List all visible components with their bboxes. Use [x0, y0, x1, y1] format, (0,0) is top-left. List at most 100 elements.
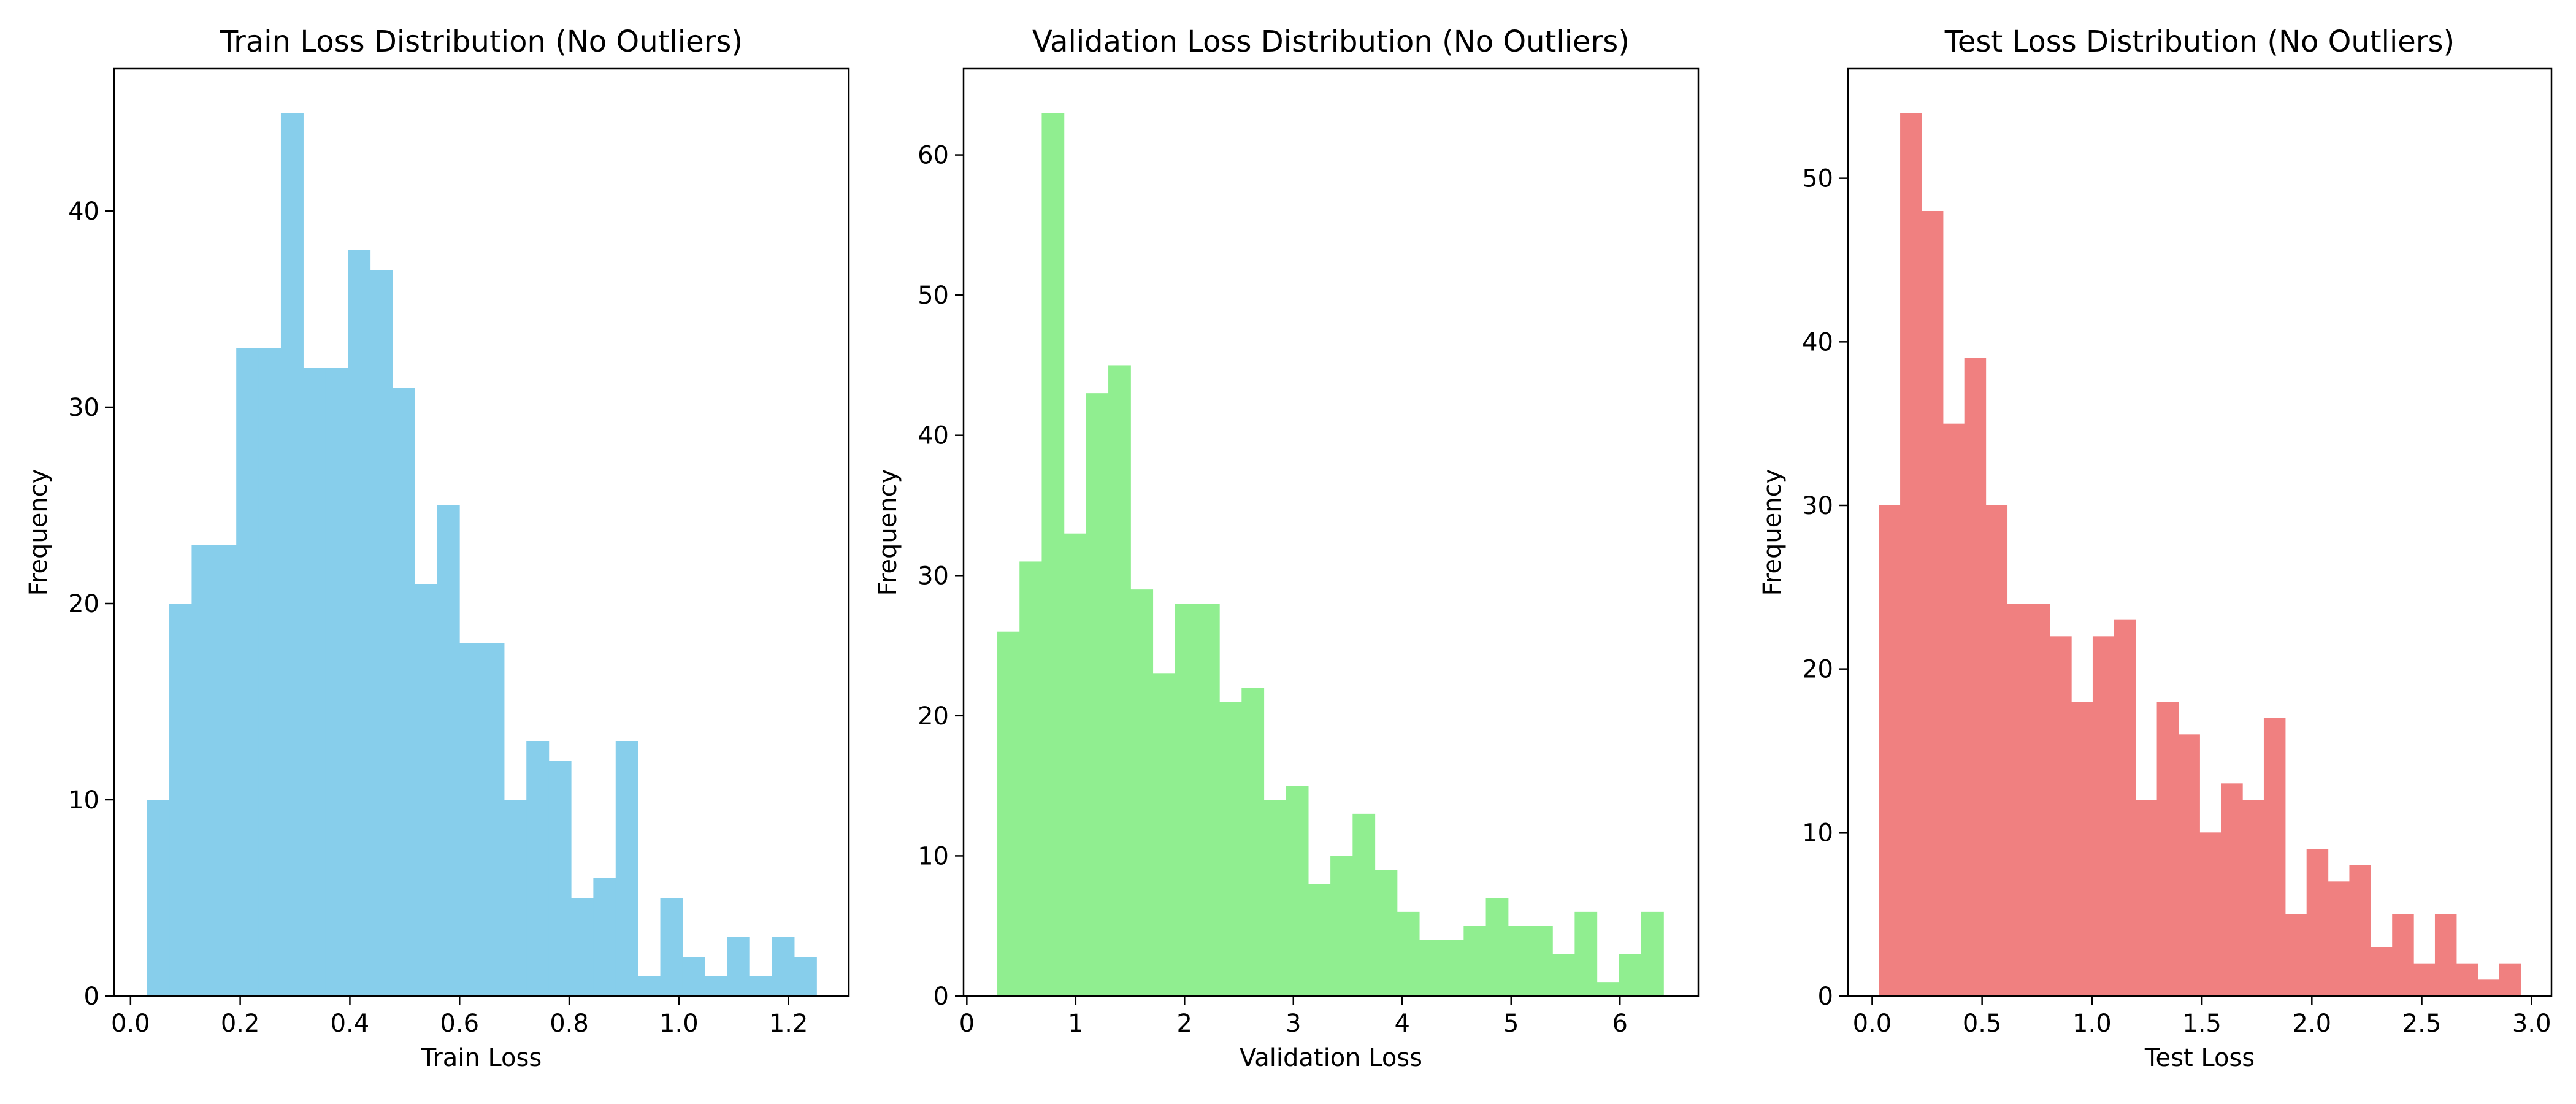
chart-1-bar: [1330, 856, 1353, 996]
chart-0-xtick-label: 1.2: [769, 1010, 808, 1038]
chart-1-bar: [1130, 589, 1154, 996]
chart-1-bar: [1619, 954, 1642, 996]
chart-1-bar: [1574, 911, 1598, 996]
chart-1-xtick-label: 4: [1395, 1010, 1410, 1038]
chart-1-xtick-label: 5: [1503, 1010, 1519, 1038]
chart-2-xtick-label: 2.5: [2402, 1010, 2442, 1038]
chart-1-bar: [1641, 911, 1664, 996]
chart-2-bar: [2413, 963, 2436, 996]
chart-1-bar: [1419, 940, 1442, 996]
chart-0-axes-frame: [113, 67, 850, 997]
chart-0-bar: [593, 878, 616, 996]
chart-0-ylabel: Frequency: [25, 469, 53, 596]
chart-0-bar: [392, 388, 415, 996]
chart-1-bar: [1241, 688, 1265, 996]
chart-2-bar: [1900, 113, 1922, 996]
chart-0-title: Train Loss Distribution (No Outliers): [220, 25, 743, 59]
chart-2-ytick-label: 20: [1802, 656, 1833, 684]
chart-2-ytick-label: 40: [1802, 328, 1833, 356]
chart-0-bar: [749, 976, 773, 996]
chart-1-bar: [1175, 604, 1198, 996]
chart-0-bar: [213, 545, 237, 996]
chart-0-xtick-label: 0.0: [111, 1010, 150, 1038]
chart-0-bar: [682, 957, 705, 996]
chart-1-bar: [1441, 940, 1464, 996]
chart-1-bar: [1108, 365, 1131, 997]
chart-1-title: Validation Loss Distribution (No Outlier…: [1032, 25, 1630, 59]
chart-1-bar: [1530, 926, 1553, 996]
chart-2-bar: [2263, 718, 2286, 996]
chart-0-bar: [571, 898, 594, 996]
chart-0-bar: [481, 643, 505, 996]
chart-0-bar: [437, 505, 460, 996]
chart-0-ytick-label: 0: [84, 983, 99, 1011]
chart-1-ytick-label: 40: [918, 422, 949, 450]
chart-0-bar: [370, 270, 393, 996]
chart-2-bar: [2156, 702, 2179, 996]
chart-0-bar: [325, 368, 348, 996]
chart-1-bar: [997, 631, 1020, 996]
chart-0-bar: [660, 898, 683, 996]
chart-2-bar: [1879, 505, 1901, 996]
chart-2-bar: [2221, 783, 2243, 996]
chart-0-bar: [280, 113, 304, 996]
chart-0-bar: [615, 741, 638, 996]
chart-0-xtick-label: 0.6: [440, 1010, 479, 1038]
chart-1-ylabel: Frequency: [874, 469, 902, 596]
chart-2-bar: [2071, 702, 2093, 996]
chart-2-xtick-label: 1.0: [2072, 1010, 2112, 1038]
chart-2-bar: [2028, 604, 2050, 996]
chart-1-ytick-label: 60: [918, 142, 949, 170]
chart-2-bar: [2349, 865, 2371, 996]
chart-1-xlabel: Validation Loss: [1240, 1044, 1422, 1072]
chart-2-bar: [2007, 604, 2029, 996]
chart-0-bar: [303, 368, 326, 996]
chart-1-bar: [1508, 926, 1531, 996]
chart-2-axes-frame: [1847, 67, 2553, 997]
chart-1-xtick-label: 6: [1612, 1010, 1627, 1038]
chart-2-bar: [2371, 947, 2393, 996]
chart-1-ytick-label: 30: [918, 562, 949, 590]
chart-0-xtick-label: 0.4: [331, 1010, 370, 1038]
chart-2-xtick-label: 0.5: [1963, 1010, 2002, 1038]
chart-2-bar: [1942, 423, 1965, 996]
chart-0-bar: [191, 545, 215, 996]
chart-0-xlabel: Train Loss: [421, 1044, 542, 1072]
chart-0-bar: [526, 741, 550, 996]
chart-1-bar: [1485, 898, 1509, 996]
chart-1-bar: [1219, 702, 1242, 996]
chart-0-ytick-label: 10: [68, 786, 99, 815]
chart-0-bar: [258, 348, 282, 996]
chart-0-bar: [348, 250, 371, 996]
chart-0-xtick-label: 0.8: [550, 1010, 589, 1038]
chart-2-ytick-label: 30: [1802, 492, 1833, 520]
chart-1-bar: [1597, 982, 1620, 996]
chart-2-bar: [1964, 358, 1987, 996]
chart-0-bar: [705, 976, 728, 996]
chart-2-bar: [2434, 914, 2457, 996]
chart-2-ytick-label: 10: [1802, 819, 1833, 847]
chart-0-bar: [169, 604, 193, 996]
chart-1-ytick-label: 50: [918, 282, 949, 310]
chart-0-xtick-label: 0.2: [221, 1010, 260, 1038]
chart-1-xtick-label: 2: [1177, 1010, 1192, 1038]
chart-2-xtick-label: 1.5: [2182, 1010, 2221, 1038]
chart-0-bar: [638, 976, 661, 996]
chart-2-bar: [2392, 914, 2414, 996]
chart-1-bar: [1374, 870, 1398, 996]
chart-2-bar: [2242, 800, 2264, 996]
chart-0-ytick-label: 20: [68, 590, 99, 618]
chart-2-bar: [2178, 734, 2200, 996]
chart-1-bar: [1019, 561, 1043, 996]
chart-2-bar: [2328, 881, 2350, 996]
chart-1-bar: [1041, 113, 1065, 996]
chart-2-bar: [2092, 636, 2115, 996]
chart-2-ytick-label: 0: [1818, 983, 1833, 1011]
chart-2-title: Test Loss Distribution (No Outliers): [1944, 25, 2455, 59]
chart-1-bar: [1086, 393, 1109, 996]
chart-2-bar: [2456, 963, 2478, 996]
chart-1-bar: [1308, 884, 1331, 996]
chart-2-bar: [2114, 619, 2136, 996]
chart-1-bar: [1352, 813, 1376, 996]
